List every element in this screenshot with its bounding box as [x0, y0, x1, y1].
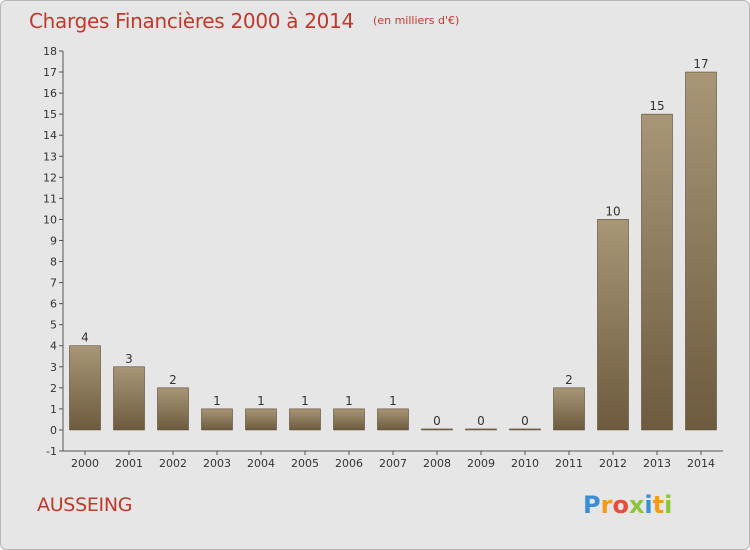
- logo-letter: i: [644, 491, 653, 519]
- x-tick-label: 2008: [423, 457, 451, 470]
- proxiti-logo[interactable]: Proxiti: [583, 491, 672, 519]
- y-tick-label: 15: [43, 108, 57, 121]
- x-tick-label: 2003: [203, 457, 231, 470]
- y-tick-label: 13: [43, 150, 57, 163]
- bar-value-label: 10: [605, 204, 620, 218]
- bar-value-label: 1: [257, 394, 265, 408]
- x-tick-label: 2006: [335, 457, 363, 470]
- y-tick-label: 3: [50, 361, 57, 374]
- y-tick-label: 4: [50, 340, 57, 353]
- y-tick-label: 5: [50, 319, 57, 332]
- x-tick-label: 2013: [643, 457, 671, 470]
- bar: [113, 366, 145, 431]
- y-tick-label: -1: [46, 445, 57, 458]
- y-tick-label: 0: [50, 424, 57, 437]
- logo-letter: o: [612, 491, 629, 519]
- y-tick-label: 1: [50, 403, 57, 416]
- bar: [465, 428, 497, 431]
- y-tick-label: 18: [43, 45, 57, 58]
- bar: [157, 387, 189, 431]
- bar: [201, 408, 233, 431]
- bar: [421, 428, 453, 431]
- x-tick-label: 2000: [71, 457, 99, 470]
- logo-letter: P: [583, 491, 601, 519]
- y-tick-label: 8: [50, 256, 57, 269]
- x-tick-label: 2009: [467, 457, 495, 470]
- x-tick-label: 2010: [511, 457, 539, 470]
- y-tick-label: 10: [43, 213, 57, 226]
- bar: [245, 408, 277, 431]
- x-tick-label: 2007: [379, 457, 407, 470]
- y-tick-label: 2: [50, 382, 57, 395]
- bar: [597, 219, 629, 431]
- y-tick-label: 7: [50, 277, 57, 290]
- bar-value-label: 0: [521, 414, 529, 428]
- bar: [509, 428, 541, 431]
- x-tick-label: 2011: [555, 457, 583, 470]
- chart-subtitle: (en milliers d'€): [373, 14, 460, 27]
- bar-value-label: 4: [81, 331, 89, 345]
- bar-value-label: 2: [169, 373, 177, 387]
- x-tick-label: 2002: [159, 457, 187, 470]
- bar-value-label: 1: [301, 394, 309, 408]
- bar: [333, 408, 365, 431]
- bar: [69, 345, 101, 431]
- bar: [289, 408, 321, 431]
- y-tick-label: 11: [43, 192, 57, 205]
- chart-title: Charges Financières 2000 à 2014: [29, 9, 354, 33]
- title-row: Charges Financières 2000 à 2014 (en mill…: [29, 9, 459, 33]
- y-tick-label: 6: [50, 298, 57, 311]
- bar: [377, 408, 409, 431]
- y-tick-label: 12: [43, 171, 57, 184]
- y-tick-label: 14: [43, 129, 57, 142]
- bar: [685, 71, 717, 431]
- y-tick-label: 9: [50, 234, 57, 247]
- x-tick-label: 2004: [247, 457, 275, 470]
- logo-letter: t: [652, 491, 665, 519]
- x-tick-label: 2005: [291, 457, 319, 470]
- logo-letter: r: [600, 491, 613, 519]
- bar-value-label: 2: [565, 373, 573, 387]
- bar-value-label: 3: [125, 352, 133, 366]
- x-tick-label: 2001: [115, 457, 143, 470]
- bar-value-label: 1: [213, 394, 221, 408]
- y-tick-label: 16: [43, 87, 57, 100]
- bar-value-label: 0: [433, 414, 441, 428]
- bar: [641, 113, 673, 431]
- x-tick-label: 2014: [687, 457, 715, 470]
- logo-letter: x: [628, 491, 645, 519]
- bar-value-label: 17: [693, 57, 708, 71]
- bar-value-label: 15: [649, 99, 664, 113]
- commune-name: AUSSEING: [37, 494, 133, 516]
- bar-value-label: 0: [477, 414, 485, 428]
- y-tick-label: 17: [43, 66, 57, 79]
- bar: [553, 387, 585, 431]
- x-tick-label: 2012: [599, 457, 627, 470]
- bar-value-label: 1: [389, 394, 397, 408]
- bar-value-label: 1: [345, 394, 353, 408]
- logo-letter: i: [664, 491, 673, 519]
